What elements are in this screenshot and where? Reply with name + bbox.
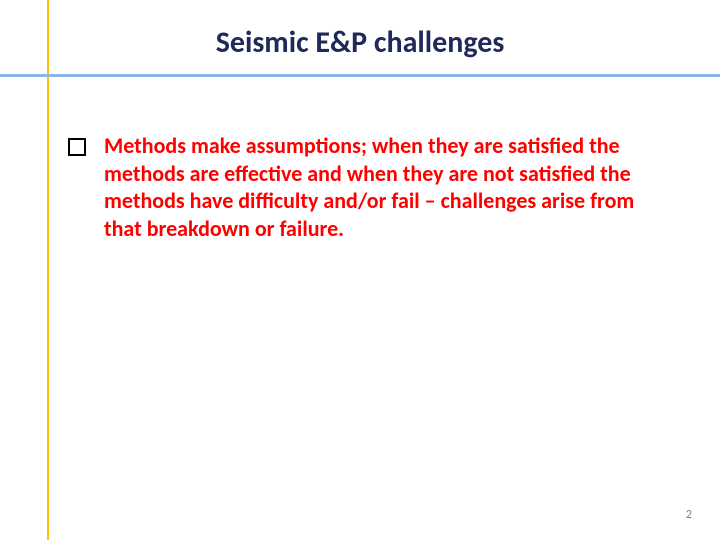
vertical-accent-line xyxy=(47,0,49,540)
bullet-text: Methods make assumptions; when they are … xyxy=(104,132,668,242)
page-number: 2 xyxy=(686,508,692,522)
content-area: Methods make assumptions; when they are … xyxy=(68,132,668,242)
bullet-square-icon xyxy=(68,138,86,156)
title-area: Seismic E&P challenges xyxy=(0,24,720,61)
horizontal-accent-line xyxy=(0,74,720,77)
slide: Seismic E&P challenges Methods make assu… xyxy=(0,0,720,540)
slide-title: Seismic E&P challenges xyxy=(216,24,505,61)
bullet-item: Methods make assumptions; when they are … xyxy=(68,132,668,242)
